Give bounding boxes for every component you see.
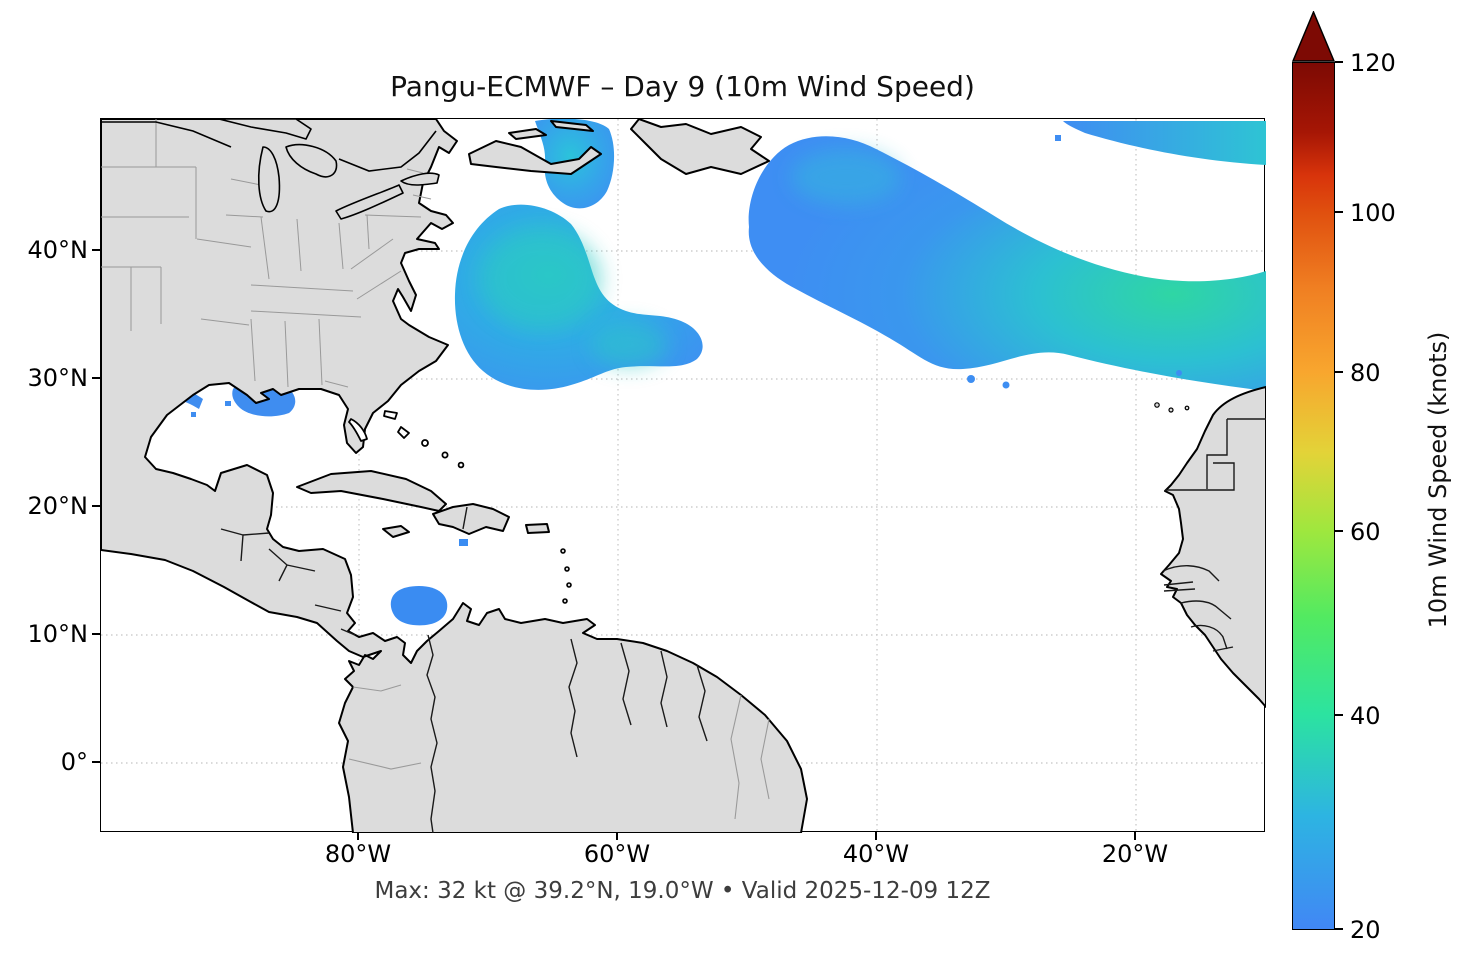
y-tick-30n: 30°N <box>27 364 89 392</box>
x-tickmark <box>875 832 877 840</box>
x-tick-40w: 40°W <box>842 840 910 868</box>
wind-region-northeast-band <box>1063 121 1266 165</box>
colorbar-tickmark <box>1335 61 1343 63</box>
x-tick-80w: 80°W <box>324 840 392 868</box>
y-tick-40n: 40°N <box>27 236 89 264</box>
map-plot-area <box>100 118 1266 833</box>
colorbar-tick-100: 100 <box>1350 199 1396 227</box>
figure-title: Pangu-ECMWF – Day 9 (10m Wind Speed) <box>390 70 975 103</box>
x-tickmark <box>1134 832 1136 840</box>
lesser-antilles <box>560 548 572 604</box>
x-tickmark <box>616 832 618 840</box>
colorbar-tickmark <box>1335 928 1343 930</box>
colorbar-axis-label: 10m Wind Speed (knots) <box>1424 331 1452 629</box>
wind-speed-shading <box>141 119 1266 626</box>
south-america-borders <box>220 506 708 833</box>
maritime-islands <box>468 119 770 175</box>
canary-islands <box>1154 402 1190 413</box>
y-tickmark <box>92 249 100 251</box>
colorbar-tick-60: 60 <box>1350 518 1381 546</box>
x-tick-20w: 20°W <box>1101 840 1169 868</box>
colorbar-tick-80: 80 <box>1350 359 1381 387</box>
colorbar-tick-20: 20 <box>1350 916 1381 944</box>
prince-edward-island <box>508 128 547 140</box>
colorbar-extend-arrow <box>1292 11 1335 62</box>
colorbar-gradient <box>1292 62 1335 930</box>
y-tickmark <box>92 377 100 379</box>
hispaniola <box>432 503 510 535</box>
anticosti-island <box>550 120 594 132</box>
max-and-valid-annotation: Max: 32 kt @ 39.2°N, 19.0°W • Valid 2025… <box>374 878 991 904</box>
wind-region-colombian-caribbean <box>390 586 448 626</box>
jamaica <box>382 525 410 538</box>
africa-landmass <box>1160 386 1266 708</box>
us-canada-border <box>101 121 437 172</box>
x-tickmark <box>357 832 359 840</box>
x-tick-60w: 60°W <box>583 840 651 868</box>
colorbar-tickmark <box>1335 371 1343 373</box>
colorbar-tickmark <box>1335 211 1343 213</box>
atlantic-basin-map <box>101 119 1266 833</box>
caribbean-islands <box>296 470 550 538</box>
puerto-rico <box>525 523 550 534</box>
south-america-interior-lines <box>348 684 770 820</box>
africa-country-borders <box>1162 418 1266 652</box>
y-tick-0: 0° <box>60 748 88 776</box>
colorbar-tick-40: 40 <box>1350 702 1381 730</box>
y-tickmark <box>92 505 100 507</box>
colorbar-tickmark <box>1335 714 1343 716</box>
y-tick-20n: 20°N <box>27 492 89 520</box>
y-tickmark <box>92 761 100 763</box>
nova-scotia <box>468 140 602 175</box>
colorbar-tickmark <box>1335 530 1343 532</box>
us-state-borders <box>101 119 434 388</box>
y-tick-10n: 10°N <box>27 620 89 648</box>
cuba <box>296 470 447 512</box>
newfoundland <box>630 119 770 175</box>
great-lakes <box>218 119 440 220</box>
y-tickmark <box>92 633 100 635</box>
americas-landmass <box>101 119 808 833</box>
wind-region-central-atlantic-swath <box>748 136 1266 391</box>
colorbar-tick-120: 120 <box>1350 49 1396 77</box>
bahamas <box>348 410 465 469</box>
